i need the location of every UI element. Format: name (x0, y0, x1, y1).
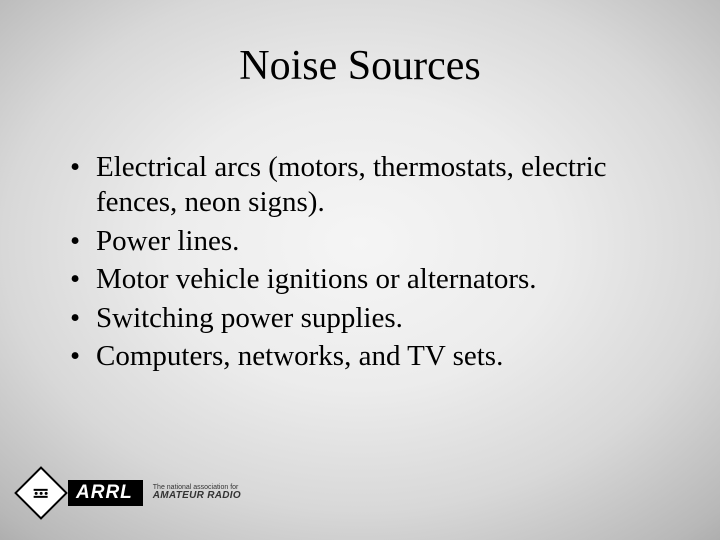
arrl-tagline: The national association for AMATEUR RAD… (153, 484, 241, 502)
slide: Noise Sources Electrical arcs (motors, t… (0, 0, 720, 540)
arrl-wordmark: ARRL (68, 480, 143, 506)
list-item: Switching power supplies. (68, 301, 670, 336)
arrl-diamond-icon (14, 466, 68, 520)
list-item: Electrical arcs (motors, thermostats, el… (68, 150, 670, 221)
slide-content: Electrical arcs (motors, thermostats, el… (68, 150, 670, 377)
list-item: Power lines. (68, 224, 670, 259)
list-item: Motor vehicle ignitions or alternators. (68, 262, 670, 297)
tagline-big: AMATEUR RADIO (153, 491, 241, 502)
list-item: Computers, networks, and TV sets. (68, 339, 670, 374)
footer-logo: ARRL The national association for AMATEU… (22, 474, 241, 512)
slide-title: Noise Sources (0, 42, 720, 90)
bullet-list: Electrical arcs (motors, thermostats, el… (68, 150, 670, 374)
